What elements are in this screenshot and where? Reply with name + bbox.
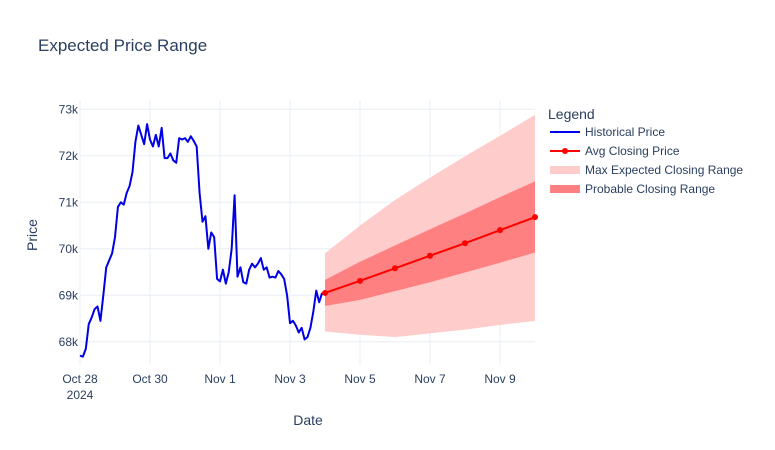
y-tick-label: 69k — [59, 288, 79, 302]
x-tick-label: Oct 30 — [132, 372, 168, 386]
legend-item-avg-closing-price[interactable]: Avg Closing Price — [550, 144, 680, 158]
x-tick-label: Nov 9 — [484, 372, 516, 386]
legend-item-probable-closing-range[interactable]: Probable Closing Range — [550, 182, 715, 196]
avg-closing-price-point — [427, 252, 433, 259]
x-tick-label: Nov 1 — [204, 372, 236, 386]
avg-closing-price-point — [392, 265, 398, 272]
chart-title: Expected Price Range — [38, 36, 207, 55]
avg-closing-price-point — [357, 277, 363, 284]
legend-label: Historical Price — [585, 125, 665, 139]
y-axis-title: Price — [24, 219, 40, 251]
x-tick-label: Nov 7 — [414, 372, 446, 386]
y-tick-label: 71k — [59, 195, 79, 209]
x-tick-sublabel: 2024 — [67, 388, 94, 402]
historical-price-line — [79, 123, 324, 358]
legend-label: Max Expected Closing Range — [585, 163, 743, 177]
x-tick-label: Nov 5 — [344, 372, 376, 386]
y-tick-label: 73k — [59, 102, 79, 116]
avg-closing-price-point — [322, 289, 328, 296]
legend-label: Probable Closing Range — [585, 182, 715, 196]
y-tick-label: 70k — [59, 242, 79, 256]
y-axis-ticks: 68k 69k 70k 71k 72k 73k — [59, 102, 79, 348]
legend-label: Avg Closing Price — [585, 144, 680, 158]
legend-swatch — [550, 185, 580, 193]
y-tick-label: 72k — [59, 149, 79, 163]
legend-item-historical-price[interactable]: Historical Price — [550, 125, 665, 139]
x-axis-title: Date — [293, 412, 323, 428]
legend-swatch — [550, 166, 580, 174]
x-axis-ticks: Oct 28 2024 Oct 30 Nov 1 Nov 3 Nov 5 Nov 7 Nov … — [62, 372, 516, 402]
lines — [79, 123, 538, 358]
legend-item-max-expected-closing-range[interactable]: Max Expected Closing Range — [550, 163, 743, 177]
avg-closing-price-point — [532, 214, 538, 221]
x-tick-label: Oct 28 — [62, 372, 98, 386]
x-tick-label: Nov 3 — [274, 372, 306, 386]
legend-title: Legend — [548, 106, 595, 122]
legend[interactable]: Legend Historical Price Avg Closing Price… — [548, 106, 743, 196]
y-tick-label: 68k — [59, 335, 79, 349]
legend-marker — [562, 148, 568, 154]
avg-closing-price-point — [462, 240, 468, 247]
avg-closing-price-point — [497, 227, 503, 234]
